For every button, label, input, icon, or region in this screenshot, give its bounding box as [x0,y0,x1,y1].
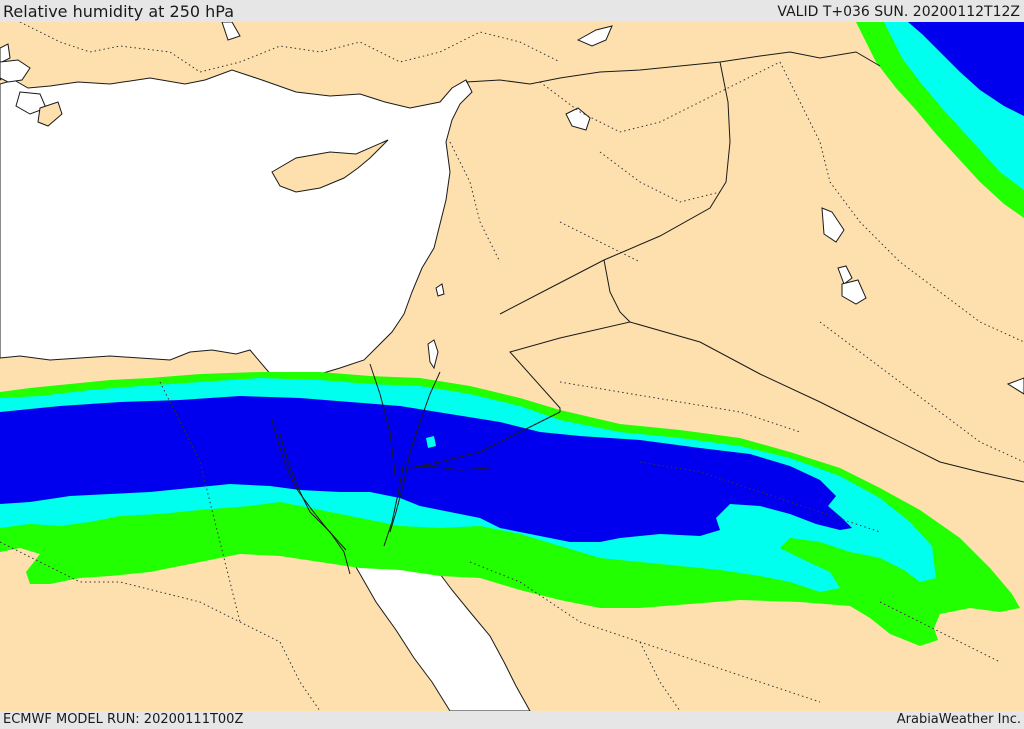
map-canvas [0,22,1024,711]
sea-of-galilee [435,283,445,297]
humidity-band-high [0,396,852,542]
header-bar: Relative humidity at 250 hPa VALID T+036… [0,0,1024,22]
valid-time-label: VALID T+036 SUN. 20200112T12Z [777,4,1020,20]
aegean-coast [0,59,47,115]
dead-sea [427,339,439,370]
black-sea-coast [221,22,241,41]
sinai-coast [271,419,405,551]
caspian-inlet [576,25,613,47]
lake-habbaniyah [837,265,853,285]
credit-label: ArabiaWeather Inc. [896,712,1021,727]
humidity-cell-cyan [426,436,436,448]
footer-bar: ECMWF MODEL RUN: 20200111T00Z ArabiaWeat… [0,711,1024,729]
cyprus-island [271,139,389,193]
humidity-map [0,22,1024,711]
admin-borders [0,22,1024,711]
national-borders [279,51,1024,575]
humidity-band-high-ne [908,22,1024,116]
lake-tharthar [821,207,845,243]
rhodes-island [37,101,63,127]
lake-razzaza [841,279,867,305]
gulf-corner [1006,377,1024,395]
model-run-label: ECMWF MODEL RUN: 20200111T00Z [3,712,244,727]
map-title: Relative humidity at 250 hPa [3,2,235,21]
